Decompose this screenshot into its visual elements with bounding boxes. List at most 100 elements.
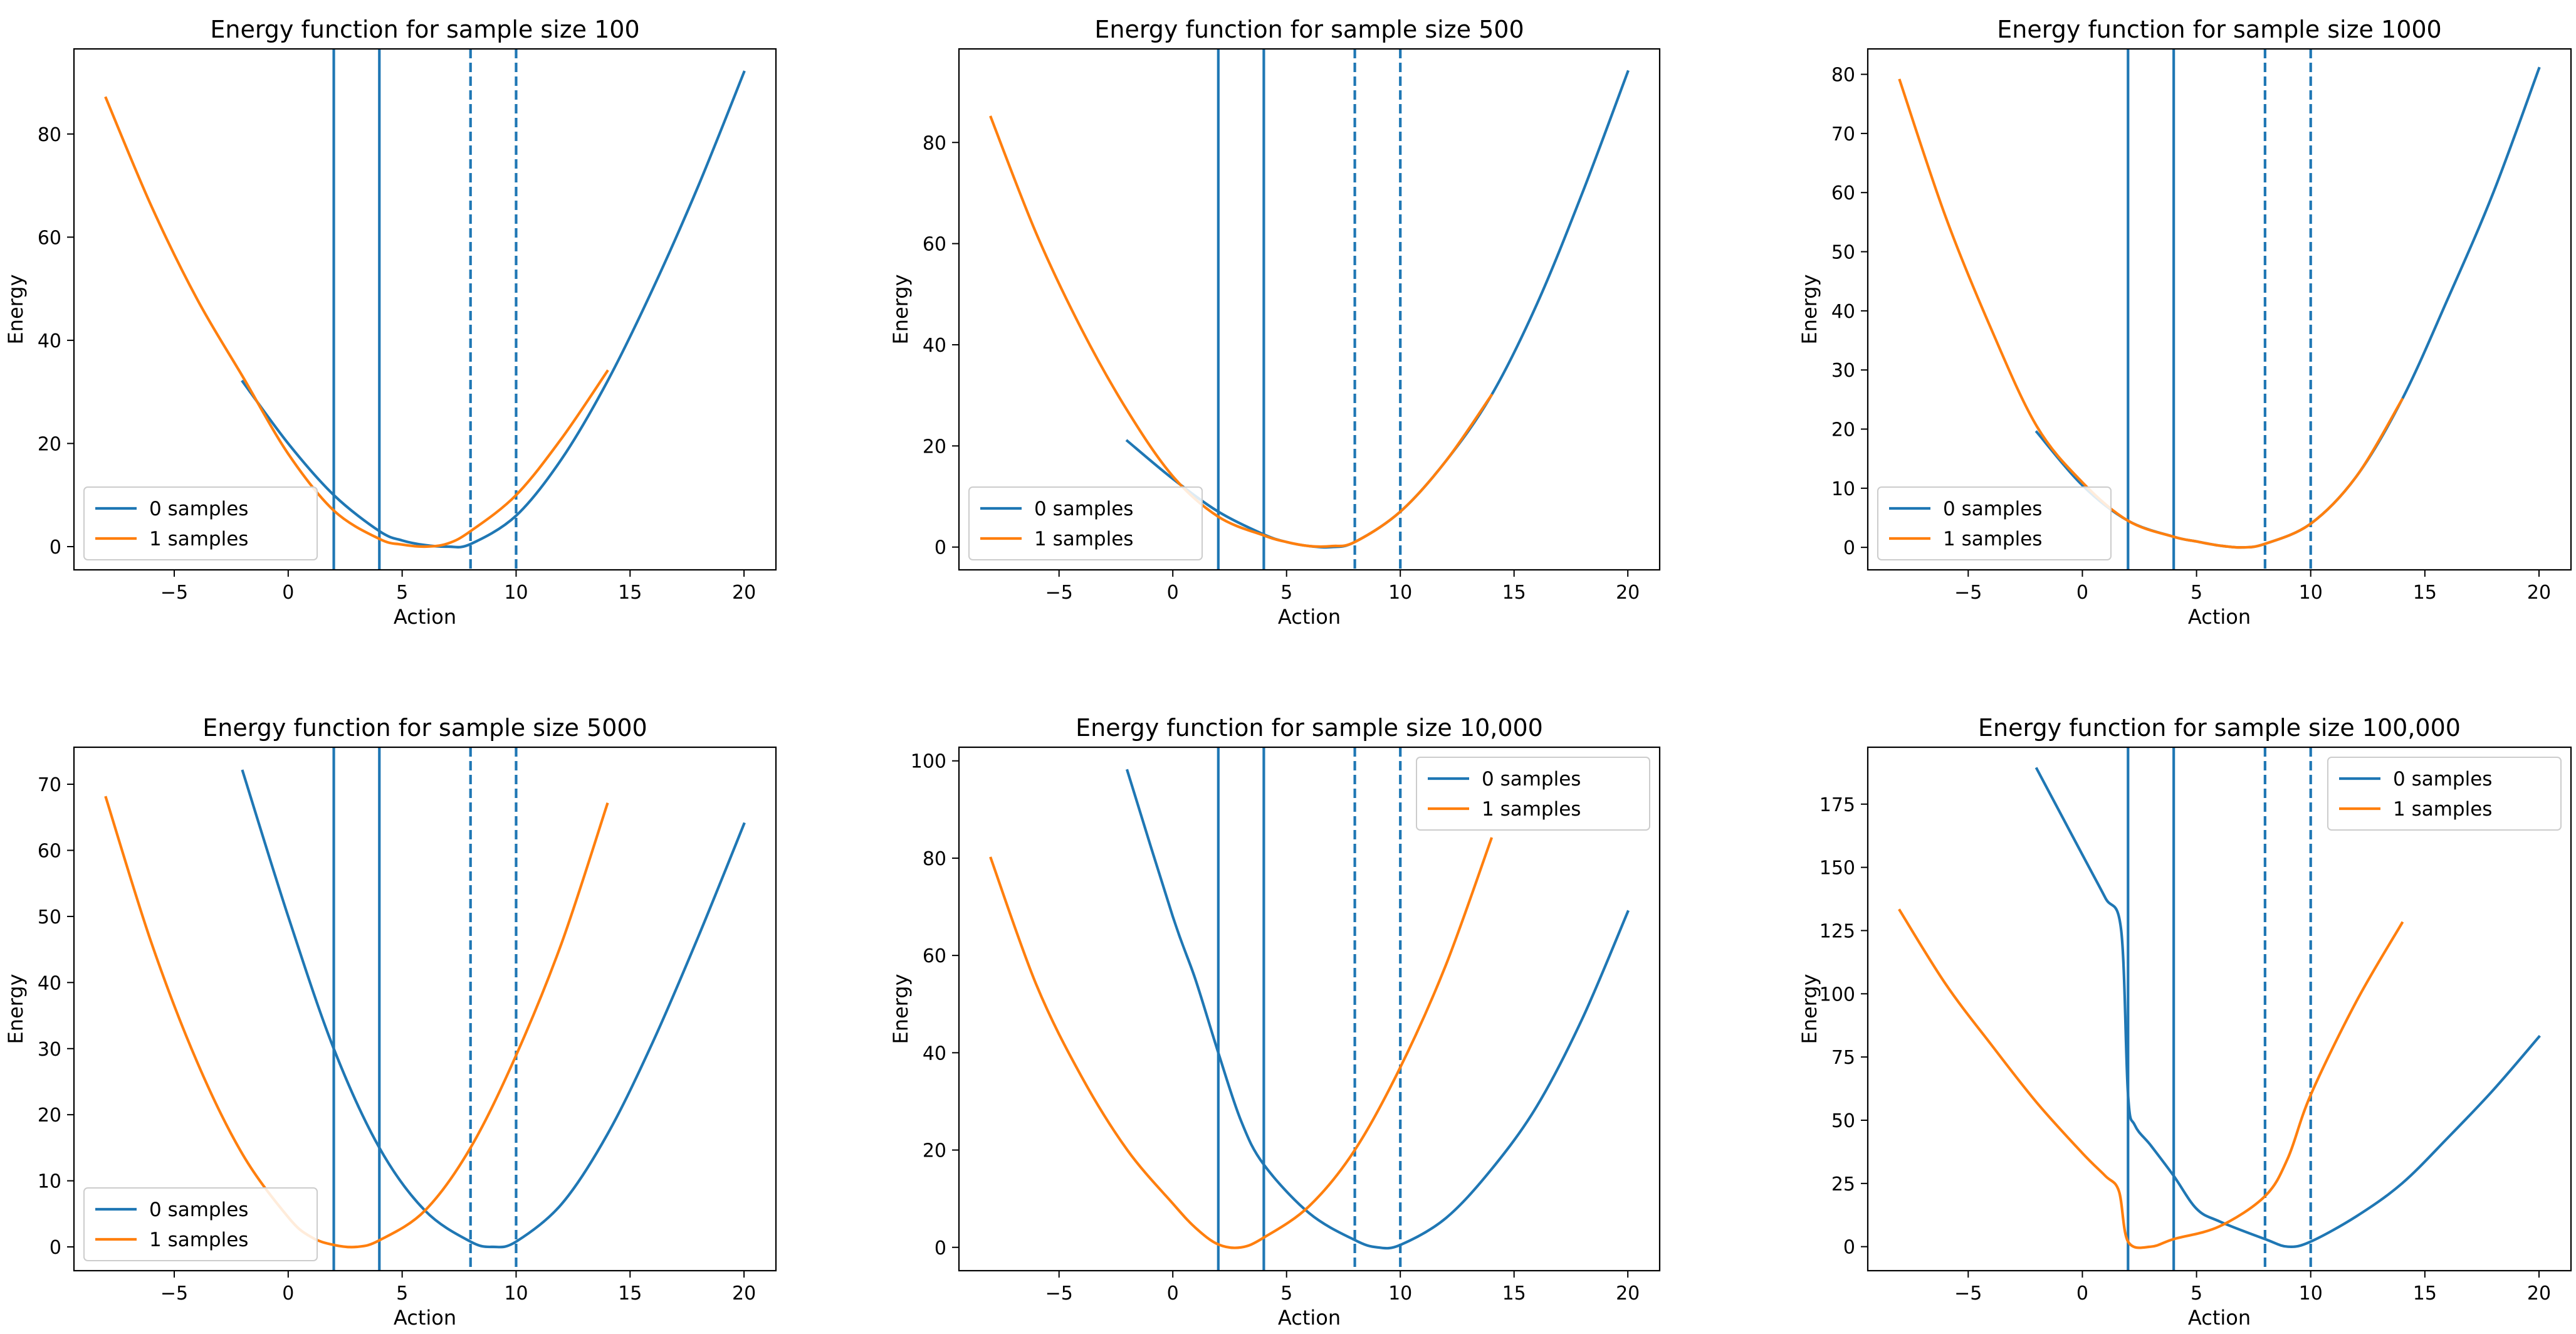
x-tick-label: 10 bbox=[1388, 1283, 1412, 1305]
y-tick-label: 40 bbox=[923, 335, 946, 357]
x-tick-label: 0 bbox=[2076, 582, 2088, 604]
axes-frame bbox=[1867, 746, 2572, 1272]
y-axis-label: Energy bbox=[4, 274, 28, 344]
legend-label: 0 samples bbox=[1482, 768, 1581, 790]
y-tick-label: 0 bbox=[50, 1237, 61, 1259]
x-axis-label: Action bbox=[1278, 1306, 1341, 1330]
axes-frame bbox=[73, 746, 777, 1272]
x-tick-label: −5 bbox=[160, 1283, 188, 1305]
legend-label: 1 samples bbox=[1482, 798, 1581, 821]
x-tick-label: 20 bbox=[1616, 1283, 1640, 1305]
y-tick-label: 150 bbox=[1819, 858, 1855, 880]
x-axis-label: Action bbox=[394, 1306, 456, 1330]
legend: 0 samples 1 samples bbox=[2327, 757, 2562, 831]
subplot-1: −5 0 5 10 15 20 0 20 40 60 80 Energy function for s… bbox=[4, 16, 777, 629]
x-tick-label: 20 bbox=[2527, 582, 2551, 604]
series-line-1 bbox=[1898, 78, 2404, 549]
y-tick-label: 100 bbox=[1819, 984, 1855, 1006]
legend-box bbox=[1416, 757, 1650, 831]
legend-label: 1 samples bbox=[149, 1229, 248, 1251]
x-axis-label: Action bbox=[2188, 605, 2251, 629]
y-tick-label: 30 bbox=[38, 1039, 61, 1061]
series-line-0 bbox=[241, 70, 746, 549]
legend-box bbox=[83, 486, 318, 560]
axes-frame bbox=[73, 48, 777, 571]
axes-frame bbox=[958, 746, 1661, 1272]
x-tick-label: 10 bbox=[2299, 1283, 2323, 1305]
y-tick-label: 0 bbox=[935, 537, 946, 559]
y-tick-label: 20 bbox=[923, 436, 946, 458]
y-tick-label: 20 bbox=[38, 433, 61, 455]
x-tick-label: 0 bbox=[282, 1283, 294, 1305]
y-tick-label: 0 bbox=[50, 537, 61, 559]
x-tick-label: 10 bbox=[504, 582, 528, 604]
y-tick-label: 60 bbox=[38, 840, 61, 862]
subplot-6: −5 0 5 10 15 20 0 25 50 75 100 125 150 175 Energy func… bbox=[1798, 714, 2572, 1330]
x-tick-label: 0 bbox=[282, 582, 294, 604]
y-tick-label: 20 bbox=[38, 1105, 61, 1127]
x-tick-label: −5 bbox=[1954, 582, 1982, 604]
x-axis-label: Action bbox=[394, 605, 456, 629]
subplot-title: Energy function for sample size 500 bbox=[1094, 16, 1524, 43]
y-tick-label: 60 bbox=[923, 945, 946, 967]
y-tick-label: 50 bbox=[38, 906, 61, 928]
y-axis-label: Energy bbox=[889, 974, 913, 1044]
y-tick-label: 50 bbox=[1831, 1110, 1855, 1132]
series-line-1 bbox=[1898, 908, 2404, 1249]
y-tick-label: 40 bbox=[1831, 301, 1855, 323]
legend-box bbox=[968, 486, 1203, 560]
series-line-0 bbox=[1125, 769, 1630, 1250]
x-tick-label: 10 bbox=[1388, 582, 1412, 604]
subplot-title: Energy function for sample size 10,000 bbox=[1076, 714, 1543, 742]
series-line-0 bbox=[2034, 767, 2541, 1248]
y-tick-label: 50 bbox=[1831, 242, 1855, 264]
y-tick-label: 75 bbox=[1831, 1047, 1855, 1069]
legend-label: 1 samples bbox=[1034, 528, 1133, 550]
y-tick-label: 10 bbox=[38, 1171, 61, 1193]
y-tick-label: 30 bbox=[1831, 360, 1855, 382]
x-tick-label: 15 bbox=[2413, 1283, 2437, 1305]
legend-label: 1 samples bbox=[1943, 528, 2042, 550]
y-axis-label: Energy bbox=[4, 974, 28, 1044]
y-tick-label: 0 bbox=[1843, 1237, 1855, 1259]
y-tick-label: 60 bbox=[923, 234, 946, 256]
x-tick-label: −5 bbox=[1045, 582, 1073, 604]
y-tick-label: 175 bbox=[1819, 794, 1855, 816]
x-tick-label: 5 bbox=[396, 1283, 408, 1305]
x-tick-label: 15 bbox=[1502, 1283, 1526, 1305]
subplot-4: −5 0 5 10 15 20 0 10 20 30 40 50 60 70 Energy function… bbox=[4, 714, 777, 1330]
x-tick-label: 10 bbox=[2299, 582, 2323, 604]
legend: 0 samples 1 samples bbox=[1877, 486, 2112, 560]
y-tick-label: 70 bbox=[1831, 123, 1855, 145]
legend-label: 0 samples bbox=[1034, 498, 1133, 520]
x-tick-label: 20 bbox=[732, 582, 756, 604]
y-tick-label: 80 bbox=[38, 124, 61, 146]
y-tick-label: 10 bbox=[1831, 478, 1855, 500]
subplot-title: Energy function for sample size 100,000 bbox=[1978, 714, 2461, 742]
series-line-0 bbox=[1125, 70, 1630, 549]
legend-label: 0 samples bbox=[1943, 498, 2042, 520]
x-tick-label: 15 bbox=[1502, 582, 1526, 604]
subplot-title: Energy function for sample size 100 bbox=[210, 16, 639, 43]
legend-label: 0 samples bbox=[149, 498, 248, 520]
y-axis-label: Energy bbox=[1798, 274, 1821, 344]
legend-box bbox=[2327, 757, 2562, 831]
x-tick-label: 10 bbox=[504, 1283, 528, 1305]
legend: 0 samples 1 samples bbox=[83, 1187, 318, 1261]
x-tick-label: −5 bbox=[160, 582, 188, 604]
subplot-title: Energy function for sample size 1000 bbox=[1997, 16, 2441, 43]
y-tick-label: 60 bbox=[38, 227, 61, 249]
x-tick-label: 5 bbox=[396, 582, 408, 604]
x-tick-label: 15 bbox=[618, 1283, 642, 1305]
y-tick-label: 40 bbox=[38, 972, 61, 994]
y-tick-label: 20 bbox=[1831, 419, 1855, 441]
subplot-2: −5 0 5 10 15 20 0 20 40 60 80 Energy function for s… bbox=[889, 16, 1661, 629]
legend-box bbox=[1877, 486, 2112, 560]
x-tick-label: 20 bbox=[732, 1283, 756, 1305]
x-tick-label: −5 bbox=[1954, 1283, 1982, 1305]
x-tick-label: −5 bbox=[1045, 1283, 1073, 1305]
legend-label: 1 samples bbox=[149, 528, 248, 550]
x-axis-label: Action bbox=[2188, 1306, 2251, 1330]
y-tick-label: 60 bbox=[1831, 182, 1855, 204]
